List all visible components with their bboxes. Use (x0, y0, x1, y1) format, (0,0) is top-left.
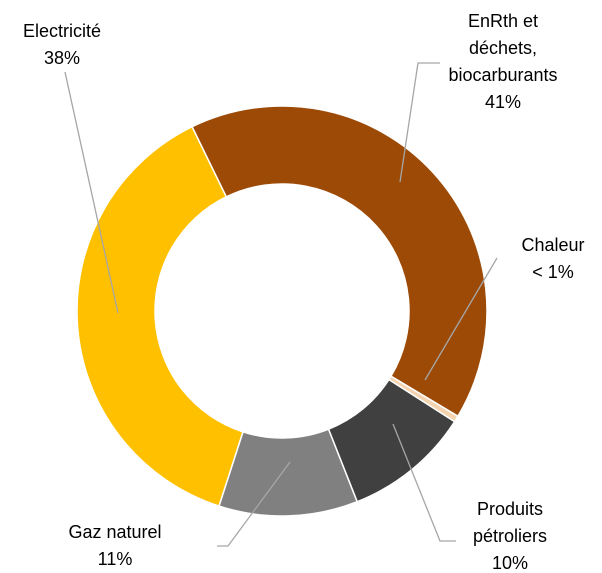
value-label: 41% (484, 92, 522, 112)
category-label: Produits pétroliers (472, 499, 548, 546)
leader-line (64, 71, 119, 314)
donut-segment (191, 105, 488, 418)
category-label: Gaz naturel (68, 522, 162, 542)
category-label: Electricité (22, 21, 102, 41)
donut-segment (218, 428, 359, 517)
leader-lines (64, 62, 498, 547)
value-label: 10% (491, 553, 529, 573)
donut-segment (76, 125, 244, 508)
leader-line (217, 461, 291, 547)
label: Electricité 38% (2, 18, 122, 72)
label: EnRth et déchets, biocarburants 41% (440, 8, 566, 116)
leader-line (392, 423, 456, 542)
category-label: Chaleur (521, 235, 585, 255)
label: Produits pétroliers 10% (455, 496, 565, 573)
category-label: EnRth et déchets, biocarburants (448, 11, 558, 85)
value-label: 38% (43, 48, 81, 68)
leader-line (424, 257, 498, 381)
donut-segment (327, 378, 456, 503)
value-label: < 1% (532, 262, 574, 282)
value-label: 11% (97, 549, 133, 569)
leader-line (399, 62, 440, 183)
label: Gaz naturel 11% (50, 519, 180, 573)
label: Chaleur < 1% (508, 232, 598, 286)
